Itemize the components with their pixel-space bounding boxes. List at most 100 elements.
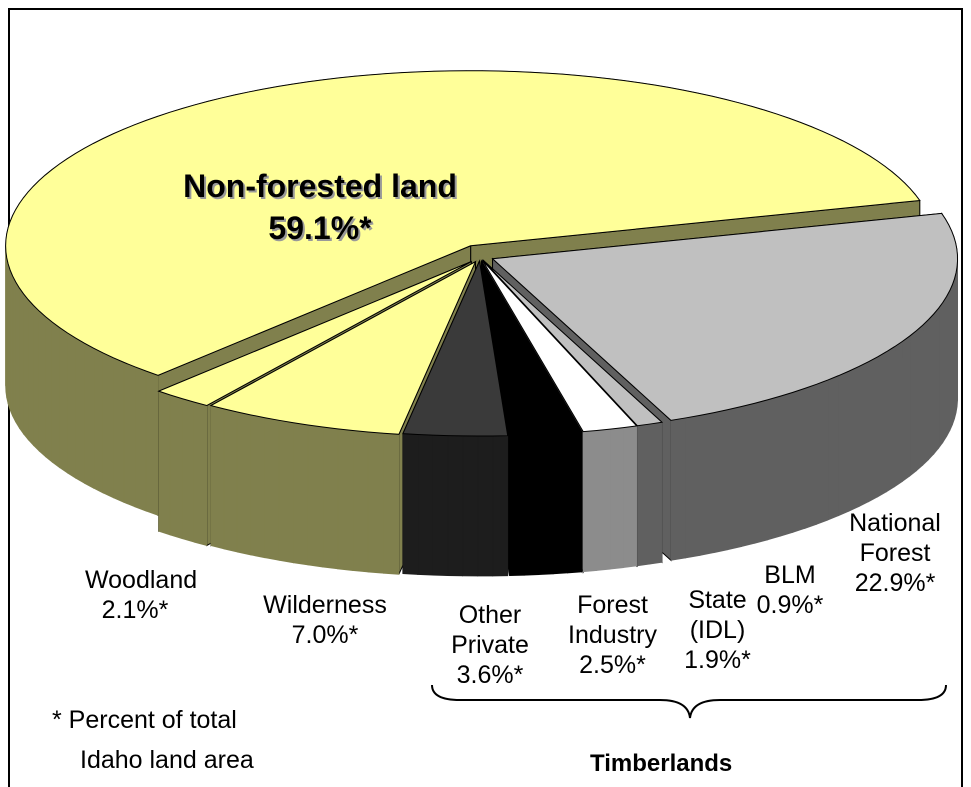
slice-side — [75, 337, 85, 484]
slice — [157, 261, 472, 407]
slice-side — [582, 430, 598, 573]
slice-label: State (IDL) 1.9%* — [680, 585, 755, 675]
slice-side — [670, 417, 686, 561]
slice-side — [741, 402, 756, 548]
slice-side — [250, 414, 266, 559]
category: National Forest — [849, 509, 941, 567]
slice-side — [102, 352, 114, 499]
slice-side — [236, 411, 252, 556]
pie — [5, 70, 959, 577]
slice-side — [727, 406, 742, 551]
slice-side — [492, 435, 509, 577]
slice-side — [293, 422, 309, 566]
slice-label: National Forest 22.9%* — [835, 508, 955, 598]
slice-side — [877, 351, 887, 498]
value-label: 7.0%* — [291, 621, 359, 649]
slice-side — [509, 434, 525, 577]
slice-side — [447, 435, 464, 577]
value-label: 0.9%* — [756, 591, 824, 619]
value-label: 59.1%* — [268, 210, 372, 246]
slice-side — [928, 312, 935, 461]
category: BLM — [764, 561, 816, 589]
footnote-line: Idaho land area — [80, 746, 254, 774]
slice-side — [417, 434, 434, 576]
slice-side — [909, 329, 917, 477]
slice-side — [792, 387, 806, 533]
slice-side — [596, 428, 611, 571]
slice-side — [169, 394, 183, 540]
value-label: 1.9%* — [684, 646, 751, 674]
slice-side — [780, 391, 794, 537]
category: Woodland — [85, 566, 198, 594]
value-label: 22.9%* — [854, 569, 936, 597]
slice-side — [933, 307, 940, 455]
slice-side — [93, 347, 104, 494]
slice-side — [713, 409, 729, 554]
slice-side — [307, 424, 324, 568]
slice-side — [123, 361, 136, 508]
slice-side — [462, 435, 479, 577]
slice-side — [894, 340, 903, 488]
slice — [5, 70, 921, 376]
slice-label: Wilderness 7.0%* — [250, 590, 400, 650]
slice — [209, 260, 477, 435]
timberlands-brace — [431, 684, 947, 719]
slice-side — [816, 379, 829, 525]
slice-side — [210, 405, 225, 550]
slice-side — [838, 370, 850, 517]
slice-side — [858, 361, 869, 508]
slice-side — [477, 435, 494, 577]
slice-side — [223, 408, 238, 553]
slice-side — [84, 342, 95, 489]
category: State (IDL) — [688, 586, 747, 644]
slice-side — [352, 430, 369, 573]
slice-side — [754, 399, 769, 544]
slice-side — [27, 298, 34, 447]
slice-label: Forest Industry 2.5%* — [560, 590, 665, 680]
slice-side — [51, 321, 60, 469]
slice-side — [18, 286, 24, 436]
slice-side — [402, 433, 419, 575]
slice-side — [649, 421, 663, 565]
slice-side — [699, 412, 715, 556]
slice-side — [15, 280, 20, 430]
slice-side — [113, 357, 125, 503]
slice-side — [145, 370, 159, 516]
slice-side — [38, 310, 46, 458]
slice-side — [804, 383, 817, 529]
slice-side — [922, 318, 929, 467]
slice-side — [609, 427, 624, 570]
group-label: Timberlands — [590, 750, 733, 777]
value-label: 2.5%* — [579, 651, 646, 679]
slice-side — [59, 326, 68, 474]
value-label: 2.1%* — [101, 596, 169, 624]
slice-side — [66, 332, 77, 479]
slice-side — [567, 431, 583, 574]
slice-side — [367, 431, 384, 574]
slice-side — [337, 428, 354, 571]
slice-side — [868, 356, 879, 503]
slice-label: BLM 0.9%* — [755, 560, 825, 620]
slice-side — [946, 290, 951, 437]
slice — [482, 260, 638, 433]
slice-side — [134, 366, 147, 512]
slice-label: Other Private 3.6%* — [440, 600, 540, 690]
slice — [402, 259, 509, 437]
slice-side — [264, 417, 280, 561]
slice-side — [12, 275, 17, 423]
category: Wilderness — [263, 591, 387, 619]
slice-side — [158, 390, 171, 536]
slice-side — [623, 425, 637, 569]
slice-side — [938, 301, 944, 450]
slice-side — [383, 432, 400, 575]
slice-side — [322, 426, 339, 570]
slice-side — [278, 419, 294, 564]
footnote-line: * Percent of total — [52, 706, 237, 734]
slice-label: Woodland 2.1%* — [85, 565, 198, 625]
slice-side — [432, 434, 449, 577]
category: Other Private — [451, 601, 529, 659]
slice-side — [23, 292, 29, 441]
slice-side — [523, 434, 540, 576]
slice — [483, 260, 664, 427]
